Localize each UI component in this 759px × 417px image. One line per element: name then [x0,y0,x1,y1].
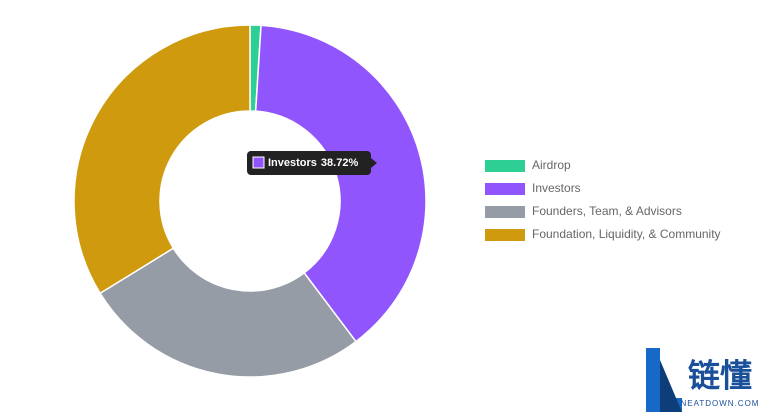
tooltip-swatch [252,156,265,169]
legend-swatch [485,206,525,218]
tooltip-value: 38.72% [321,157,359,169]
logo-mark [660,360,682,412]
watermark-title: 链懂 [688,357,752,393]
legend-label: Investors [532,181,581,195]
legend: Airdrop Investors Founders, Team, & Adviso… [485,158,721,241]
tooltip-caret [371,158,377,168]
tooltip: Investors 38.72% [247,151,377,175]
watermark: 链懂 NEATDOWN.COM [646,348,759,412]
legend-swatch [485,160,525,172]
tooltip-text: Investors 38.72% [268,157,358,169]
logo-mark [646,348,682,412]
donut-segment [254,24,427,343]
tooltip-label: Investors [268,157,317,169]
tooltip-box [247,151,371,175]
donut-segment [99,247,357,378]
legend-label: Airdrop [532,158,571,172]
donut-segment [73,24,251,295]
legend-swatch [485,183,525,195]
legend-label: Founders, Team, & Advisors [532,204,682,218]
legend-swatch [485,229,525,241]
legend-label: Foundation, Liquidity, & Community [532,227,721,241]
watermark-subtitle: NEATDOWN.COM [681,399,759,408]
